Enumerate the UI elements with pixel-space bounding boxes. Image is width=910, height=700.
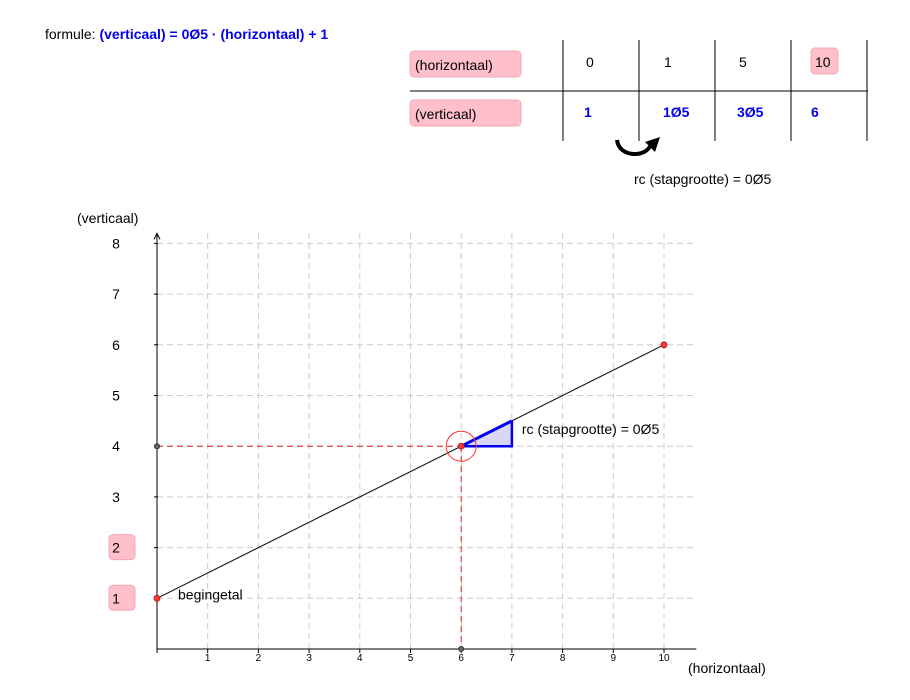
x-tick-label: 4 xyxy=(357,653,363,664)
table-h-value: 5 xyxy=(739,54,747,70)
slope-triangle-legs xyxy=(461,420,514,448)
data-point xyxy=(153,594,161,602)
x-tick-label: 10 xyxy=(658,653,670,664)
table-h-value: 10 xyxy=(815,54,831,70)
slope-label: rc (stapgrootte) = 0Ø5 xyxy=(522,421,660,437)
table-step-label: rc (stapgrootte) = 0Ø5 xyxy=(634,171,772,187)
x-tick-label: 6 xyxy=(458,653,464,664)
y-tick-label: 4 xyxy=(112,438,120,454)
y-tick-label: 1 xyxy=(112,590,120,606)
row-label-vertical: (verticaal) xyxy=(415,106,476,122)
row-label-horizontal: (horizontaal) xyxy=(415,57,493,73)
curved-arrow-icon xyxy=(615,139,653,156)
y-tick-label: 3 xyxy=(112,489,120,505)
table-v-value: 6 xyxy=(811,104,819,120)
axis-projection-point xyxy=(458,646,465,652)
table-h-value: 0 xyxy=(586,54,594,70)
y-tick-label: 8 xyxy=(112,235,120,251)
x-tick-label: 7 xyxy=(509,653,515,664)
row-label-horizontal-box xyxy=(409,50,522,78)
x-tick-label: 3 xyxy=(306,653,312,664)
table-v-value: 1 xyxy=(584,104,592,120)
x-axis-label: (horizontaal) xyxy=(688,660,766,676)
row-label-vertical-box xyxy=(409,99,522,127)
x-tick-label: 2 xyxy=(256,653,262,664)
x-tick-label: 9 xyxy=(611,653,617,664)
curved-arrow-head xyxy=(645,137,660,152)
x-tick-label: 1 xyxy=(205,653,211,664)
formula: formule: (verticaal) = 0Ø5 · (horizontaa… xyxy=(45,26,328,42)
table-v-value: 1Ø5 xyxy=(663,104,690,120)
formula-prefix: formule: xyxy=(45,26,96,42)
y-tick-highlight xyxy=(108,584,136,611)
series-line xyxy=(156,344,665,599)
y-tick-highlight xyxy=(108,534,136,561)
x-tick-label: 8 xyxy=(560,653,566,664)
data-point xyxy=(457,442,465,450)
value-table: (horizontaal) (verticaal) 0 1 5 10 1 1Ø5… xyxy=(409,40,868,187)
data-point xyxy=(660,341,668,349)
y-tick-label: 2 xyxy=(112,540,120,556)
table-h-value-highlight xyxy=(810,47,839,75)
y-tick-label: 5 xyxy=(112,388,120,404)
table-h-value: 1 xyxy=(664,54,672,70)
formula-expression: (verticaal) = 0Ø5 · (horizontaal) + 1 xyxy=(99,26,329,42)
y-axis-label: (verticaal) xyxy=(77,210,138,226)
intercept-label: begingetal xyxy=(178,586,243,602)
table-v-value: 3Ø5 xyxy=(737,104,764,120)
x-tick-label: 5 xyxy=(408,653,414,664)
slope-triangle-hypotenuse xyxy=(460,419,513,448)
y-tick-label: 7 xyxy=(112,286,120,302)
y-axis-arrow-icon xyxy=(153,232,161,240)
y-tick-label: 6 xyxy=(112,337,120,353)
axis-projection-point xyxy=(154,443,160,450)
point-highlight-circle xyxy=(445,430,477,462)
